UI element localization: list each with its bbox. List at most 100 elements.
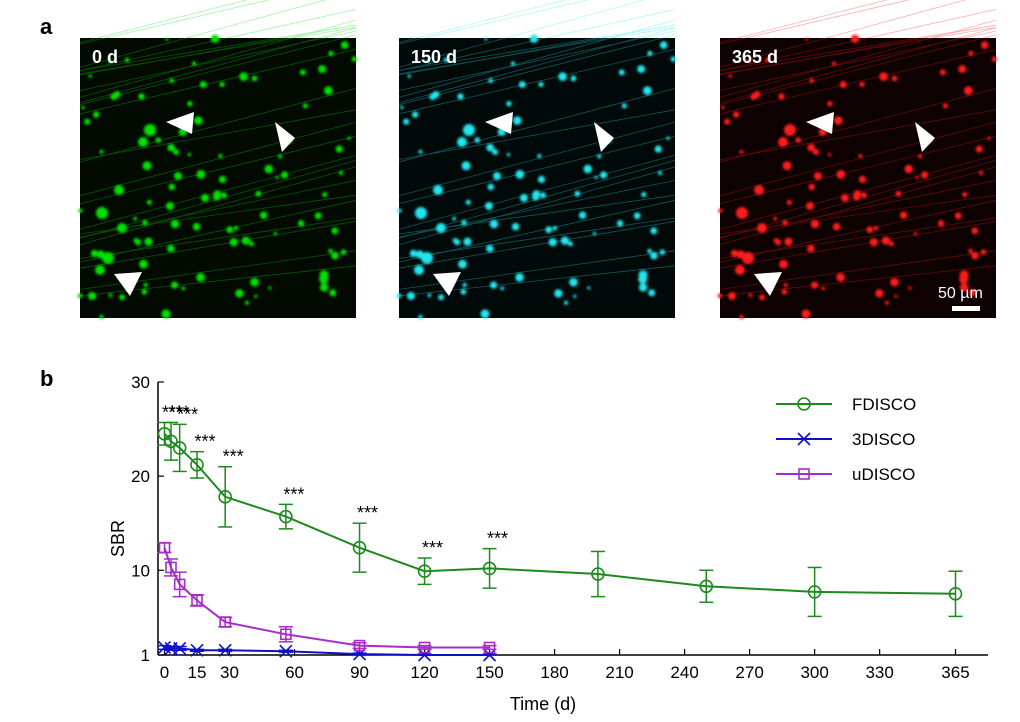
cell-body: [733, 111, 740, 118]
cell-body: [181, 286, 186, 291]
cell-body: [779, 259, 788, 269]
neurite: [79, 0, 327, 68]
micrograph-background: [720, 38, 996, 318]
cell-body: [187, 152, 192, 157]
data-point-x: [190, 643, 204, 657]
neurite: [398, 30, 676, 91]
legend-label: FDISCO: [852, 395, 916, 414]
neurite: [79, 265, 357, 297]
cell-body: [436, 223, 446, 233]
series-uDISCO: [157, 541, 497, 654]
cell-body: [155, 137, 162, 143]
cell-body: [563, 300, 569, 305]
data-point-x: [417, 648, 432, 662]
cell-body: [331, 227, 339, 235]
cell-bodies: [717, 34, 997, 320]
cell-body: [133, 238, 139, 243]
cell-body: [77, 293, 83, 299]
cell-body: [913, 231, 918, 236]
significance-label: ***: [283, 484, 304, 504]
cell-body: [511, 222, 520, 231]
data-point-square: [418, 641, 431, 654]
cell-body: [801, 309, 811, 319]
cell-body: [194, 116, 203, 125]
y-tick-label: 10: [131, 561, 150, 580]
cell-body: [574, 190, 581, 197]
data-point-square: [173, 578, 186, 591]
arrowhead-icon: [114, 272, 142, 296]
cell-body: [578, 211, 587, 219]
cell-body: [750, 93, 757, 101]
panel-a-letter: a: [40, 14, 53, 39]
cell-body: [529, 34, 539, 43]
data-point-square: [353, 639, 366, 652]
cell-body: [117, 223, 127, 233]
cell-body: [397, 208, 402, 213]
cell-body: [409, 249, 417, 257]
cell-body: [548, 238, 557, 247]
cell-body: [452, 216, 456, 221]
cell-body: [90, 249, 98, 257]
neurite: [79, 166, 357, 246]
cell-body: [474, 137, 481, 143]
cell-body: [278, 154, 283, 159]
neurite: [398, 109, 676, 160]
arrowhead-icon: [275, 122, 295, 152]
data-point-circle: [948, 587, 963, 601]
cell-body: [879, 72, 888, 81]
cell-body: [531, 193, 540, 201]
cell-body: [486, 143, 495, 152]
cell-body: [978, 170, 984, 176]
cell-body: [545, 226, 553, 234]
cell-body: [739, 149, 744, 154]
cell-body: [858, 153, 863, 159]
cell-body: [201, 194, 209, 202]
neurite: [398, 194, 676, 235]
cell-body: [506, 101, 512, 107]
legend-label: uDISCO: [852, 465, 915, 484]
cell-body: [730, 249, 738, 257]
cell-body: [255, 190, 262, 197]
neurite: [398, 24, 676, 76]
neurite: [719, 0, 910, 45]
cell-body: [328, 50, 334, 56]
significance-label: ***: [357, 503, 378, 523]
data-point-square: [219, 616, 231, 628]
cell-body: [592, 231, 597, 236]
cell-body: [458, 259, 467, 269]
cell-body: [407, 292, 415, 300]
cell-body: [647, 248, 652, 254]
cell-body: [141, 288, 148, 295]
cell-body: [784, 237, 793, 246]
data-point-circle: [482, 561, 497, 576]
cell-body: [275, 175, 279, 180]
cell-body: [218, 175, 227, 183]
data-point-x: [797, 432, 811, 446]
cell-body: [991, 56, 997, 62]
neurite: [79, 0, 248, 43]
cell-body: [659, 41, 668, 49]
cell-body: [318, 65, 327, 74]
cell-body: [268, 286, 272, 290]
y-axis-title: SBR: [108, 520, 128, 557]
cell-body: [858, 175, 867, 183]
cell-body: [537, 175, 546, 183]
cell-body: [314, 212, 322, 220]
cell-body: [899, 211, 908, 219]
cell-body: [786, 199, 792, 205]
cell-body: [463, 124, 475, 136]
cell-body: [538, 81, 544, 88]
neurite: [719, 217, 997, 259]
cell-body: [836, 273, 845, 282]
timepoint-label: 365 d: [732, 47, 778, 67]
neurite: [398, 0, 589, 45]
cell-body: [99, 149, 104, 154]
data-point-circle: [218, 490, 232, 504]
data-point-circle: [279, 509, 293, 524]
cell-body: [281, 171, 289, 179]
neurite: [719, 220, 997, 269]
cell-body: [971, 227, 979, 235]
cell-body: [805, 37, 809, 41]
cell-body: [597, 154, 602, 159]
x-tick-label: 150: [475, 663, 503, 682]
